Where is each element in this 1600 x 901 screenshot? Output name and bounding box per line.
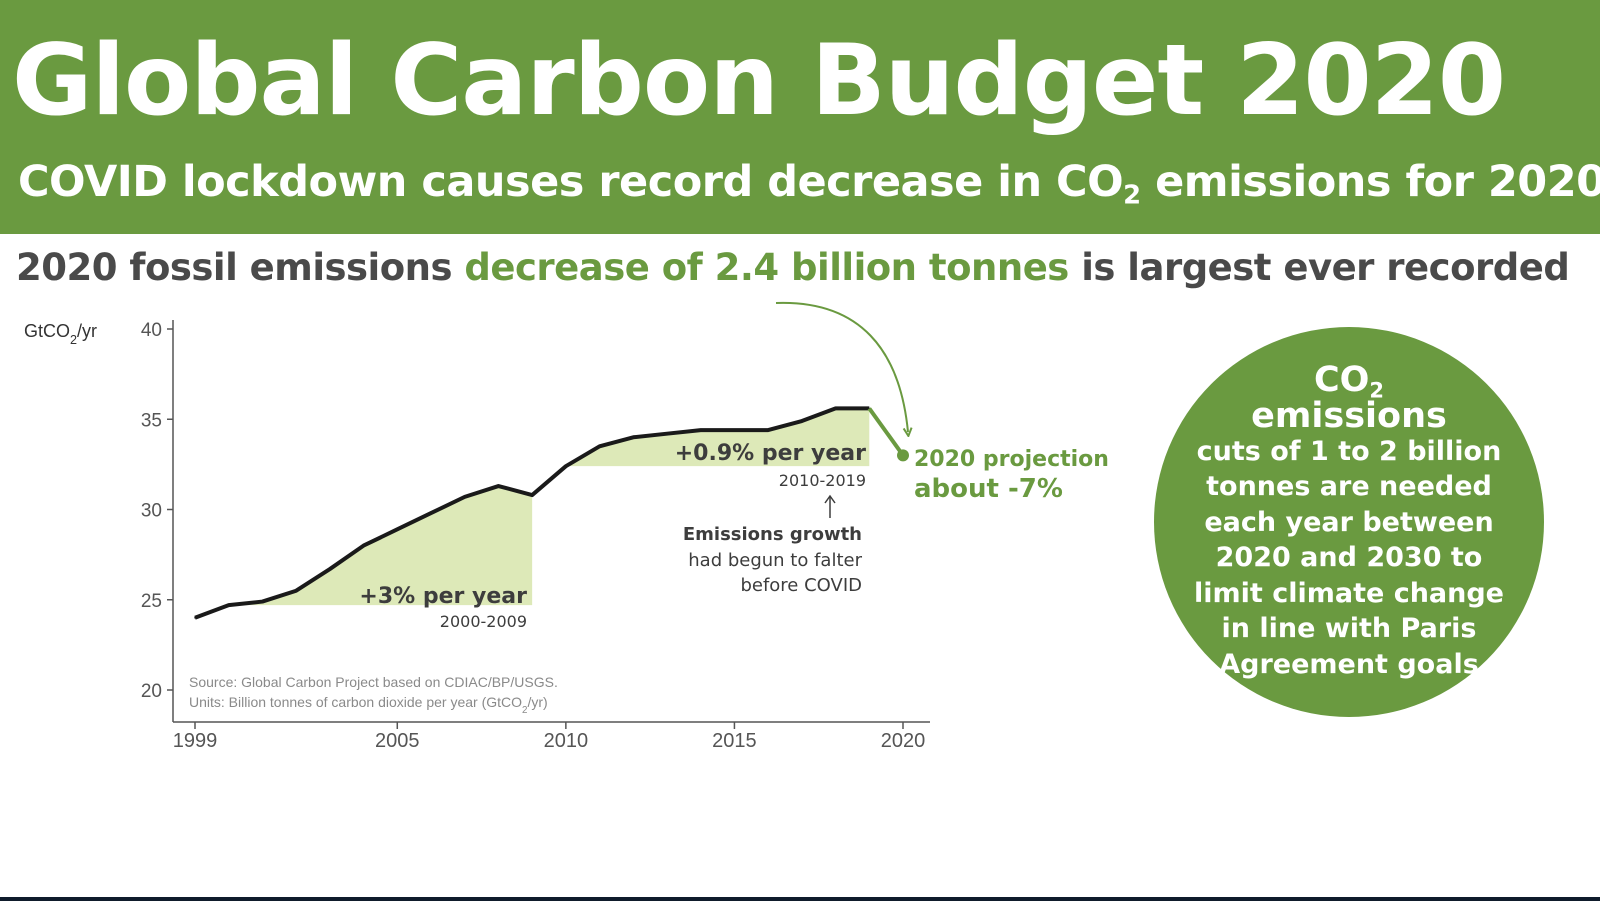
projection-point [897, 449, 909, 462]
data-point [362, 544, 365, 547]
page-subtitle: COVID lockdown causes record decrease in… [18, 150, 1600, 214]
data-point [666, 432, 668, 435]
y-tick-label: 25 [141, 591, 162, 612]
data-point [632, 436, 635, 439]
growth-falter-line3: before COVID [740, 575, 862, 596]
data-point [801, 420, 803, 422]
headline: 2020 fossil emissions decrease of 2.4 bi… [16, 240, 1570, 296]
data-point [767, 429, 769, 431]
subtitle-subscript: 2 [1123, 180, 1141, 211]
headline-arrow [775, 301, 908, 432]
headline-end: is largest ever recorded [1068, 246, 1570, 289]
subtitle-text-end: emissions for 2020 [1140, 157, 1600, 207]
data-point [194, 617, 196, 619]
data-point [396, 528, 399, 531]
headline-start: 2020 fossil emissions [16, 246, 465, 289]
circle-title: CO2 [1313, 359, 1384, 401]
circle-title-line2: emissions [1251, 395, 1447, 436]
data-point [565, 465, 567, 467]
x-tick-label: 2005 [375, 730, 420, 752]
growth-falter-line2: had begun to falter [688, 550, 862, 571]
page-title: Global Carbon Budget 2020 [12, 24, 1506, 138]
projection-label-line2: about -7% [914, 474, 1063, 504]
bottom-rule [0, 897, 1600, 901]
data-point [295, 589, 297, 592]
data-point [699, 429, 702, 431]
data-point [227, 604, 230, 606]
data-point [329, 568, 331, 570]
period-2-years-label: 2010-2019 [779, 471, 866, 490]
falter-arrowhead [824, 494, 836, 504]
y-tick-label: 20 [141, 681, 162, 702]
period-1-years-label: 2000-2009 [440, 612, 527, 631]
shaded-period-2 [565, 408, 870, 467]
growth-falter-title: Emissions growth [683, 524, 862, 545]
x-tick-label: 2010 [544, 730, 589, 752]
projection-label-line1: 2020 projection [914, 447, 1109, 472]
y-tick-label: 35 [141, 410, 162, 431]
shaded-period-1 [228, 486, 533, 606]
circle-body: cuts of 1 to 2 billion tonnes are needed… [1194, 435, 1504, 680]
x-tick-label: 2020 [881, 730, 926, 752]
emissions-cuts-circle: CO2 emissions cuts of 1 to 2 billion ton… [1154, 327, 1544, 717]
title-banner: Global Carbon Budget 2020 COVID lockdown… [0, 0, 1600, 234]
period-1-growth-label: +3% per year [359, 584, 527, 609]
data-point [261, 600, 264, 603]
headline-highlight: decrease of 2.4 billion tonnes [464, 246, 1069, 289]
data-point [497, 485, 500, 487]
emissions-chart: 20 25 30 35 40 1999 2005 2010 2015 2020 GtCO2/yr +… [24, 301, 1109, 752]
y-axis-label: GtCO2/yr [24, 321, 97, 347]
data-point [598, 445, 601, 448]
x-tick-label: 1999 [173, 730, 218, 752]
y-tick-label: 30 [141, 501, 162, 522]
circle-title-co: CO [1313, 359, 1370, 400]
units-note: Units: Billion tonnes of carbon dioxide … [189, 694, 548, 716]
source-note: Source: Global Carbon Project based on C… [189, 674, 558, 690]
data-point [733, 429, 736, 431]
data-point [430, 512, 432, 514]
period-2-growth-label: +0.9% per year [675, 441, 866, 466]
circle-title-subscript: 2 [1369, 378, 1385, 403]
data-point [531, 494, 533, 496]
data-point [463, 496, 466, 498]
subtitle-text: COVID lockdown causes record decrease in… [18, 157, 1124, 207]
y-tick-label: 40 [141, 320, 162, 341]
projection-line [867, 407, 905, 457]
x-tick-label: 2015 [712, 730, 757, 752]
data-point [834, 407, 837, 410]
